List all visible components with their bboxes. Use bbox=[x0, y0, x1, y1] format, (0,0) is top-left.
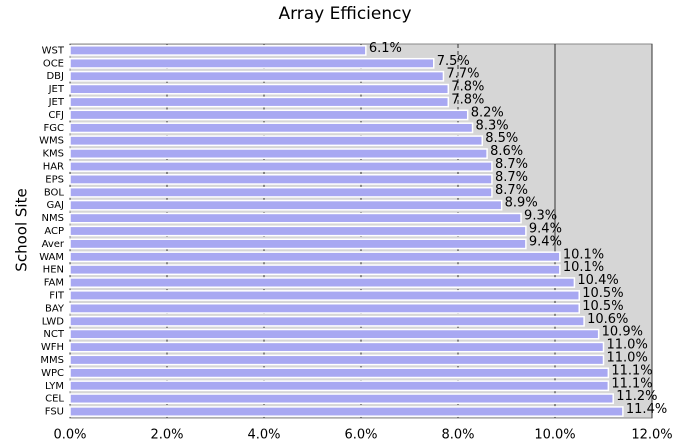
data-label: 8.3% bbox=[476, 118, 509, 133]
bar bbox=[69, 354, 605, 366]
y-axis-label: School Site bbox=[13, 188, 31, 271]
bar bbox=[69, 161, 493, 172]
bar bbox=[69, 406, 624, 417]
data-label: 8.5% bbox=[485, 131, 518, 146]
y-tick-label: CFJ bbox=[48, 110, 64, 121]
data-label: 10.4% bbox=[577, 273, 618, 288]
data-label: 10.6% bbox=[587, 312, 628, 327]
y-tick-label: GAJ bbox=[46, 200, 64, 211]
data-label: 11.1% bbox=[611, 376, 652, 391]
data-label: 9.4% bbox=[529, 222, 562, 237]
x-tick-label: 6.0% bbox=[344, 428, 377, 443]
data-label: 11.2% bbox=[616, 389, 657, 404]
y-tick-label: BAY bbox=[45, 303, 65, 314]
y-tick-label: FIT bbox=[49, 290, 65, 301]
bar bbox=[69, 135, 483, 147]
data-label: 7.5% bbox=[437, 54, 470, 69]
data-label: 10.1% bbox=[563, 260, 604, 275]
data-label: 8.6% bbox=[490, 144, 523, 159]
data-label: 10.1% bbox=[563, 247, 604, 262]
x-tick-label: 2.0% bbox=[150, 428, 183, 443]
y-tick-label: EPS bbox=[45, 174, 64, 185]
data-label: 8.7% bbox=[495, 157, 528, 172]
y-tick-label: NMS bbox=[42, 213, 64, 224]
y-tick-label: WFH bbox=[41, 342, 64, 353]
bar bbox=[69, 302, 580, 314]
y-tick-label: ACP bbox=[44, 226, 64, 237]
data-label: 6.1% bbox=[369, 41, 402, 56]
data-label: 7.8% bbox=[451, 80, 484, 95]
bar bbox=[69, 148, 488, 160]
y-tick-label: WPC bbox=[41, 368, 64, 379]
y-tick-label: BOL bbox=[44, 187, 65, 198]
data-label: 10.5% bbox=[582, 286, 623, 301]
data-label: 9.3% bbox=[524, 209, 557, 224]
bar bbox=[69, 328, 600, 340]
y-tick-label: OCE bbox=[43, 58, 64, 69]
y-tick-label: JET bbox=[48, 97, 65, 108]
data-label: 9.4% bbox=[529, 234, 562, 249]
y-tick-label: Aver bbox=[42, 239, 65, 250]
bar bbox=[69, 70, 445, 82]
bar bbox=[69, 238, 527, 250]
y-tick-label: LWD bbox=[42, 316, 65, 327]
x-tick-label: 12.0% bbox=[631, 428, 672, 443]
bar bbox=[69, 264, 561, 276]
bar bbox=[69, 277, 576, 288]
y-tick-label: WST bbox=[42, 45, 65, 56]
data-label: 10.5% bbox=[582, 299, 623, 314]
x-tick-label: 0.0% bbox=[53, 428, 86, 443]
y-tick-label: CEL bbox=[45, 394, 64, 405]
data-label: 8.9% bbox=[505, 196, 538, 211]
data-label: 10.9% bbox=[602, 325, 643, 340]
data-label: 8.7% bbox=[495, 183, 528, 198]
bar bbox=[69, 380, 610, 392]
bar bbox=[69, 367, 610, 379]
data-label: 11.0% bbox=[607, 338, 648, 353]
bar bbox=[69, 57, 435, 69]
y-tick-label: LYM bbox=[45, 381, 64, 392]
bar bbox=[69, 341, 605, 353]
chart-title: Array Efficiency bbox=[278, 4, 411, 24]
bar bbox=[69, 45, 367, 56]
bar bbox=[69, 186, 493, 198]
bar bbox=[69, 315, 585, 327]
bar bbox=[69, 290, 580, 301]
y-tick-label: WAM bbox=[39, 252, 64, 263]
bar bbox=[69, 212, 522, 224]
data-label: 7.7% bbox=[446, 67, 479, 82]
x-tick-label: 4.0% bbox=[247, 428, 280, 443]
bar bbox=[69, 109, 469, 121]
x-tick-label: 10.0% bbox=[534, 428, 575, 443]
y-tick-label: NCT bbox=[43, 329, 64, 340]
data-label: 11.1% bbox=[611, 363, 652, 378]
y-tick-label: MMS bbox=[40, 355, 64, 366]
bar bbox=[69, 251, 561, 263]
data-label: 11.0% bbox=[607, 350, 648, 365]
bar bbox=[69, 225, 527, 237]
x-tick-label: 8.0% bbox=[441, 428, 474, 443]
y-tick-label: HEN bbox=[43, 265, 64, 276]
bar bbox=[69, 199, 503, 211]
data-label: 8.7% bbox=[495, 170, 528, 185]
y-tick-label: FSU bbox=[45, 407, 64, 418]
y-tick-label: HAR bbox=[43, 162, 64, 173]
y-tick-label: FAM bbox=[44, 278, 64, 289]
y-tick-label: DBJ bbox=[46, 71, 64, 82]
bar bbox=[69, 122, 474, 134]
y-tick-label: FGC bbox=[44, 123, 65, 134]
data-label: 11.4% bbox=[626, 402, 667, 417]
data-label: 7.8% bbox=[451, 93, 484, 108]
data-label: 8.2% bbox=[471, 105, 504, 120]
y-tick-label: KMS bbox=[42, 149, 64, 160]
y-tick-label: WMS bbox=[39, 136, 64, 147]
bar bbox=[69, 96, 450, 108]
y-tick-label: JET bbox=[48, 84, 65, 95]
bar bbox=[69, 174, 493, 185]
bar bbox=[69, 83, 450, 95]
bar bbox=[69, 393, 614, 405]
